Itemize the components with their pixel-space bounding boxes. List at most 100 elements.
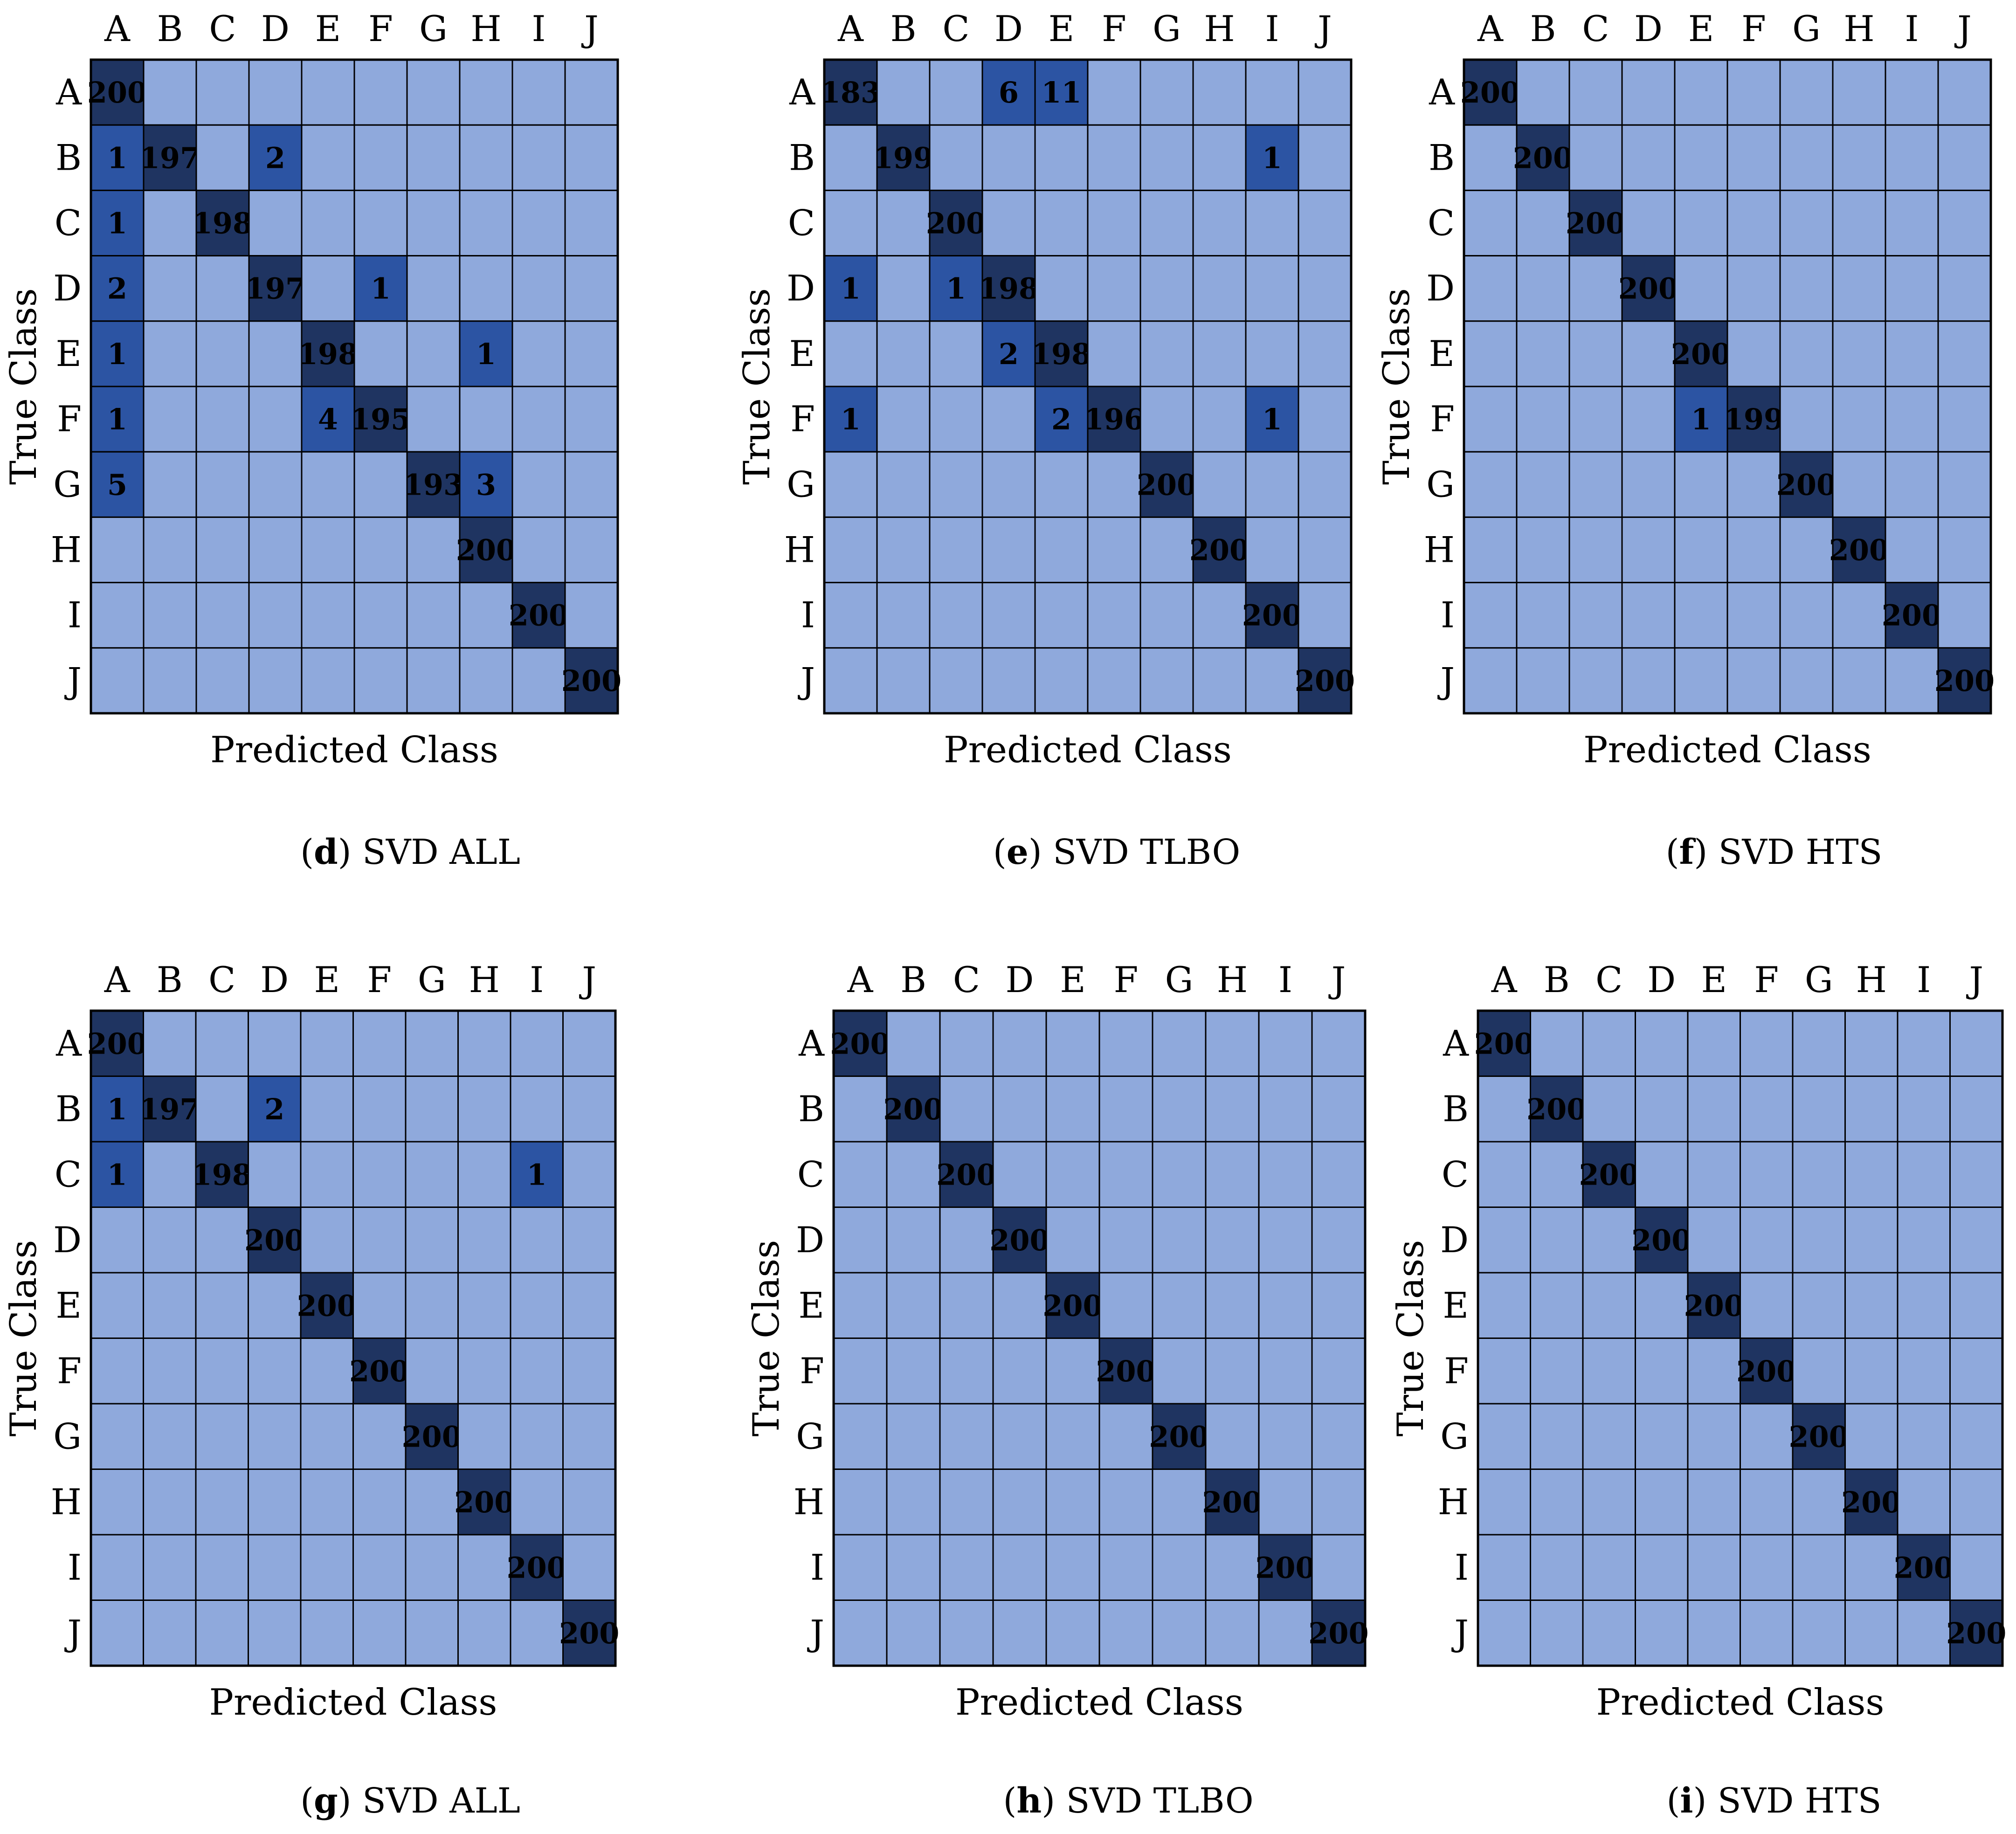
heatmap-cell xyxy=(1530,1010,1584,1077)
heatmap-cell xyxy=(1568,320,1623,387)
heatmap-cell xyxy=(511,647,566,714)
heatmap-cell xyxy=(1582,1076,1636,1143)
heatmap-cell xyxy=(143,1207,197,1274)
cell-value-label: 1 xyxy=(107,1158,127,1192)
heatmap-cell xyxy=(405,1600,459,1667)
heatmap-cell xyxy=(1258,1534,1313,1601)
heatmap-cell xyxy=(248,1469,302,1536)
cell-value-label: 200 xyxy=(1526,1092,1587,1126)
heatmap-cell xyxy=(1087,59,1141,126)
heatmap-cell xyxy=(1258,1469,1313,1536)
cell-value-label: 2 xyxy=(999,337,1019,371)
heatmap-cell xyxy=(1045,1403,1100,1470)
heatmap-cell xyxy=(352,1207,407,1274)
cell-value-label: 198 xyxy=(298,337,358,371)
heatmap-cell xyxy=(1087,647,1141,714)
heatmap-cell xyxy=(301,516,355,584)
heatmap-cell xyxy=(929,320,983,387)
heatmap-cell xyxy=(1726,516,1781,584)
x-tick-label: C xyxy=(208,959,235,1000)
heatmap-cell xyxy=(1792,1600,1846,1667)
heatmap-cell xyxy=(1897,1403,1951,1470)
heatmap-cell xyxy=(1949,1076,2003,1143)
heatmap-cell xyxy=(1726,582,1781,649)
heatmap-cell xyxy=(1937,451,1992,518)
heatmap-cell xyxy=(1098,1272,1153,1339)
heatmap-cell xyxy=(1258,1272,1313,1339)
heatmap-cell xyxy=(1192,582,1247,649)
x-axis-title: Predicted Class xyxy=(209,1682,497,1724)
heatmap-cell xyxy=(1139,255,1194,322)
cell-value-label: 200 xyxy=(1202,1485,1262,1519)
heatmap-cell xyxy=(511,451,566,518)
heatmap-cell xyxy=(143,1141,197,1208)
heatmap-border xyxy=(823,58,1353,715)
heatmap-cell xyxy=(406,124,461,191)
heatmap-cell xyxy=(248,1207,302,1274)
heatmap-cell xyxy=(1885,516,1939,584)
x-tick-label: G xyxy=(1165,959,1194,1000)
y-tick-label: C xyxy=(788,202,815,244)
cell-value-label: 200 xyxy=(456,533,516,567)
heatmap-cell xyxy=(833,1010,888,1077)
heatmap-cell xyxy=(1477,1076,1531,1143)
heatmap-cell xyxy=(562,1600,616,1667)
heatmap-cell xyxy=(992,1600,1047,1667)
cell-value-label: 200 xyxy=(926,207,986,241)
cell-value-label: 198 xyxy=(192,1158,252,1192)
y-tick-label: A xyxy=(798,1022,825,1064)
heatmap-cell xyxy=(1258,1207,1313,1274)
x-tick-label: B xyxy=(1544,959,1570,1000)
heatmap-cell xyxy=(876,320,931,387)
heatmap-cell xyxy=(564,189,619,257)
x-tick-label: F xyxy=(1114,959,1139,1000)
heatmap-cell xyxy=(981,451,1036,518)
heatmap-cell xyxy=(1635,1338,1689,1405)
heatmap-cell xyxy=(1832,386,1886,453)
cell-value-label: 1 xyxy=(841,272,861,306)
heatmap-cell xyxy=(564,647,619,714)
x-tick-label: B xyxy=(900,959,926,1000)
heatmap-cell xyxy=(1949,1272,2003,1339)
x-tick-label: D xyxy=(1634,8,1663,49)
x-tick-label: E xyxy=(1060,959,1085,1000)
y-tick-label: J xyxy=(64,660,82,701)
heatmap-cell xyxy=(353,59,408,126)
heatmap-cell xyxy=(1034,189,1089,257)
heatmap-cell xyxy=(459,189,513,257)
heatmap-cell xyxy=(1477,1534,1531,1601)
y-axis-title: True Class xyxy=(736,288,778,485)
heatmap-cell xyxy=(195,1534,249,1601)
x-tick-label: I xyxy=(1265,8,1279,49)
heatmap-cell xyxy=(564,59,619,126)
cell-value-label: 5 xyxy=(107,468,127,502)
y-tick-label: F xyxy=(1430,398,1455,440)
heatmap-cell xyxy=(143,59,197,126)
y-tick-label: G xyxy=(787,463,815,505)
heatmap-cell xyxy=(352,1010,407,1077)
heatmap-cell xyxy=(511,124,566,191)
heatmap-cell xyxy=(1792,1272,1846,1339)
heatmap-cell xyxy=(929,189,983,257)
cell-value-label: 200 xyxy=(1829,533,1889,567)
heatmap-cell xyxy=(823,582,878,649)
heatmap-cell xyxy=(1477,1338,1531,1405)
heatmap-cell xyxy=(929,255,983,322)
cell-value-label: 199 xyxy=(873,141,933,175)
heatmap-cell xyxy=(1885,451,1939,518)
heatmap-cell xyxy=(1258,1403,1313,1470)
heatmap-cell xyxy=(1937,124,1992,191)
heatmap-cell xyxy=(1245,255,1299,322)
heatmap-cell xyxy=(352,1141,407,1208)
heatmap-cell xyxy=(1098,1010,1153,1077)
heatmap-cell xyxy=(143,1010,197,1077)
heatmap-cell xyxy=(562,1207,616,1274)
heatmap-cell xyxy=(876,59,931,126)
heatmap-cell xyxy=(1621,124,1676,191)
heatmap-cell xyxy=(1568,255,1623,322)
heatmap-cell xyxy=(1832,189,1886,257)
heatmap-cell xyxy=(1087,516,1141,584)
heatmap-cell xyxy=(248,189,303,257)
heatmap-cell xyxy=(248,255,303,322)
heatmap-cell xyxy=(459,516,513,584)
